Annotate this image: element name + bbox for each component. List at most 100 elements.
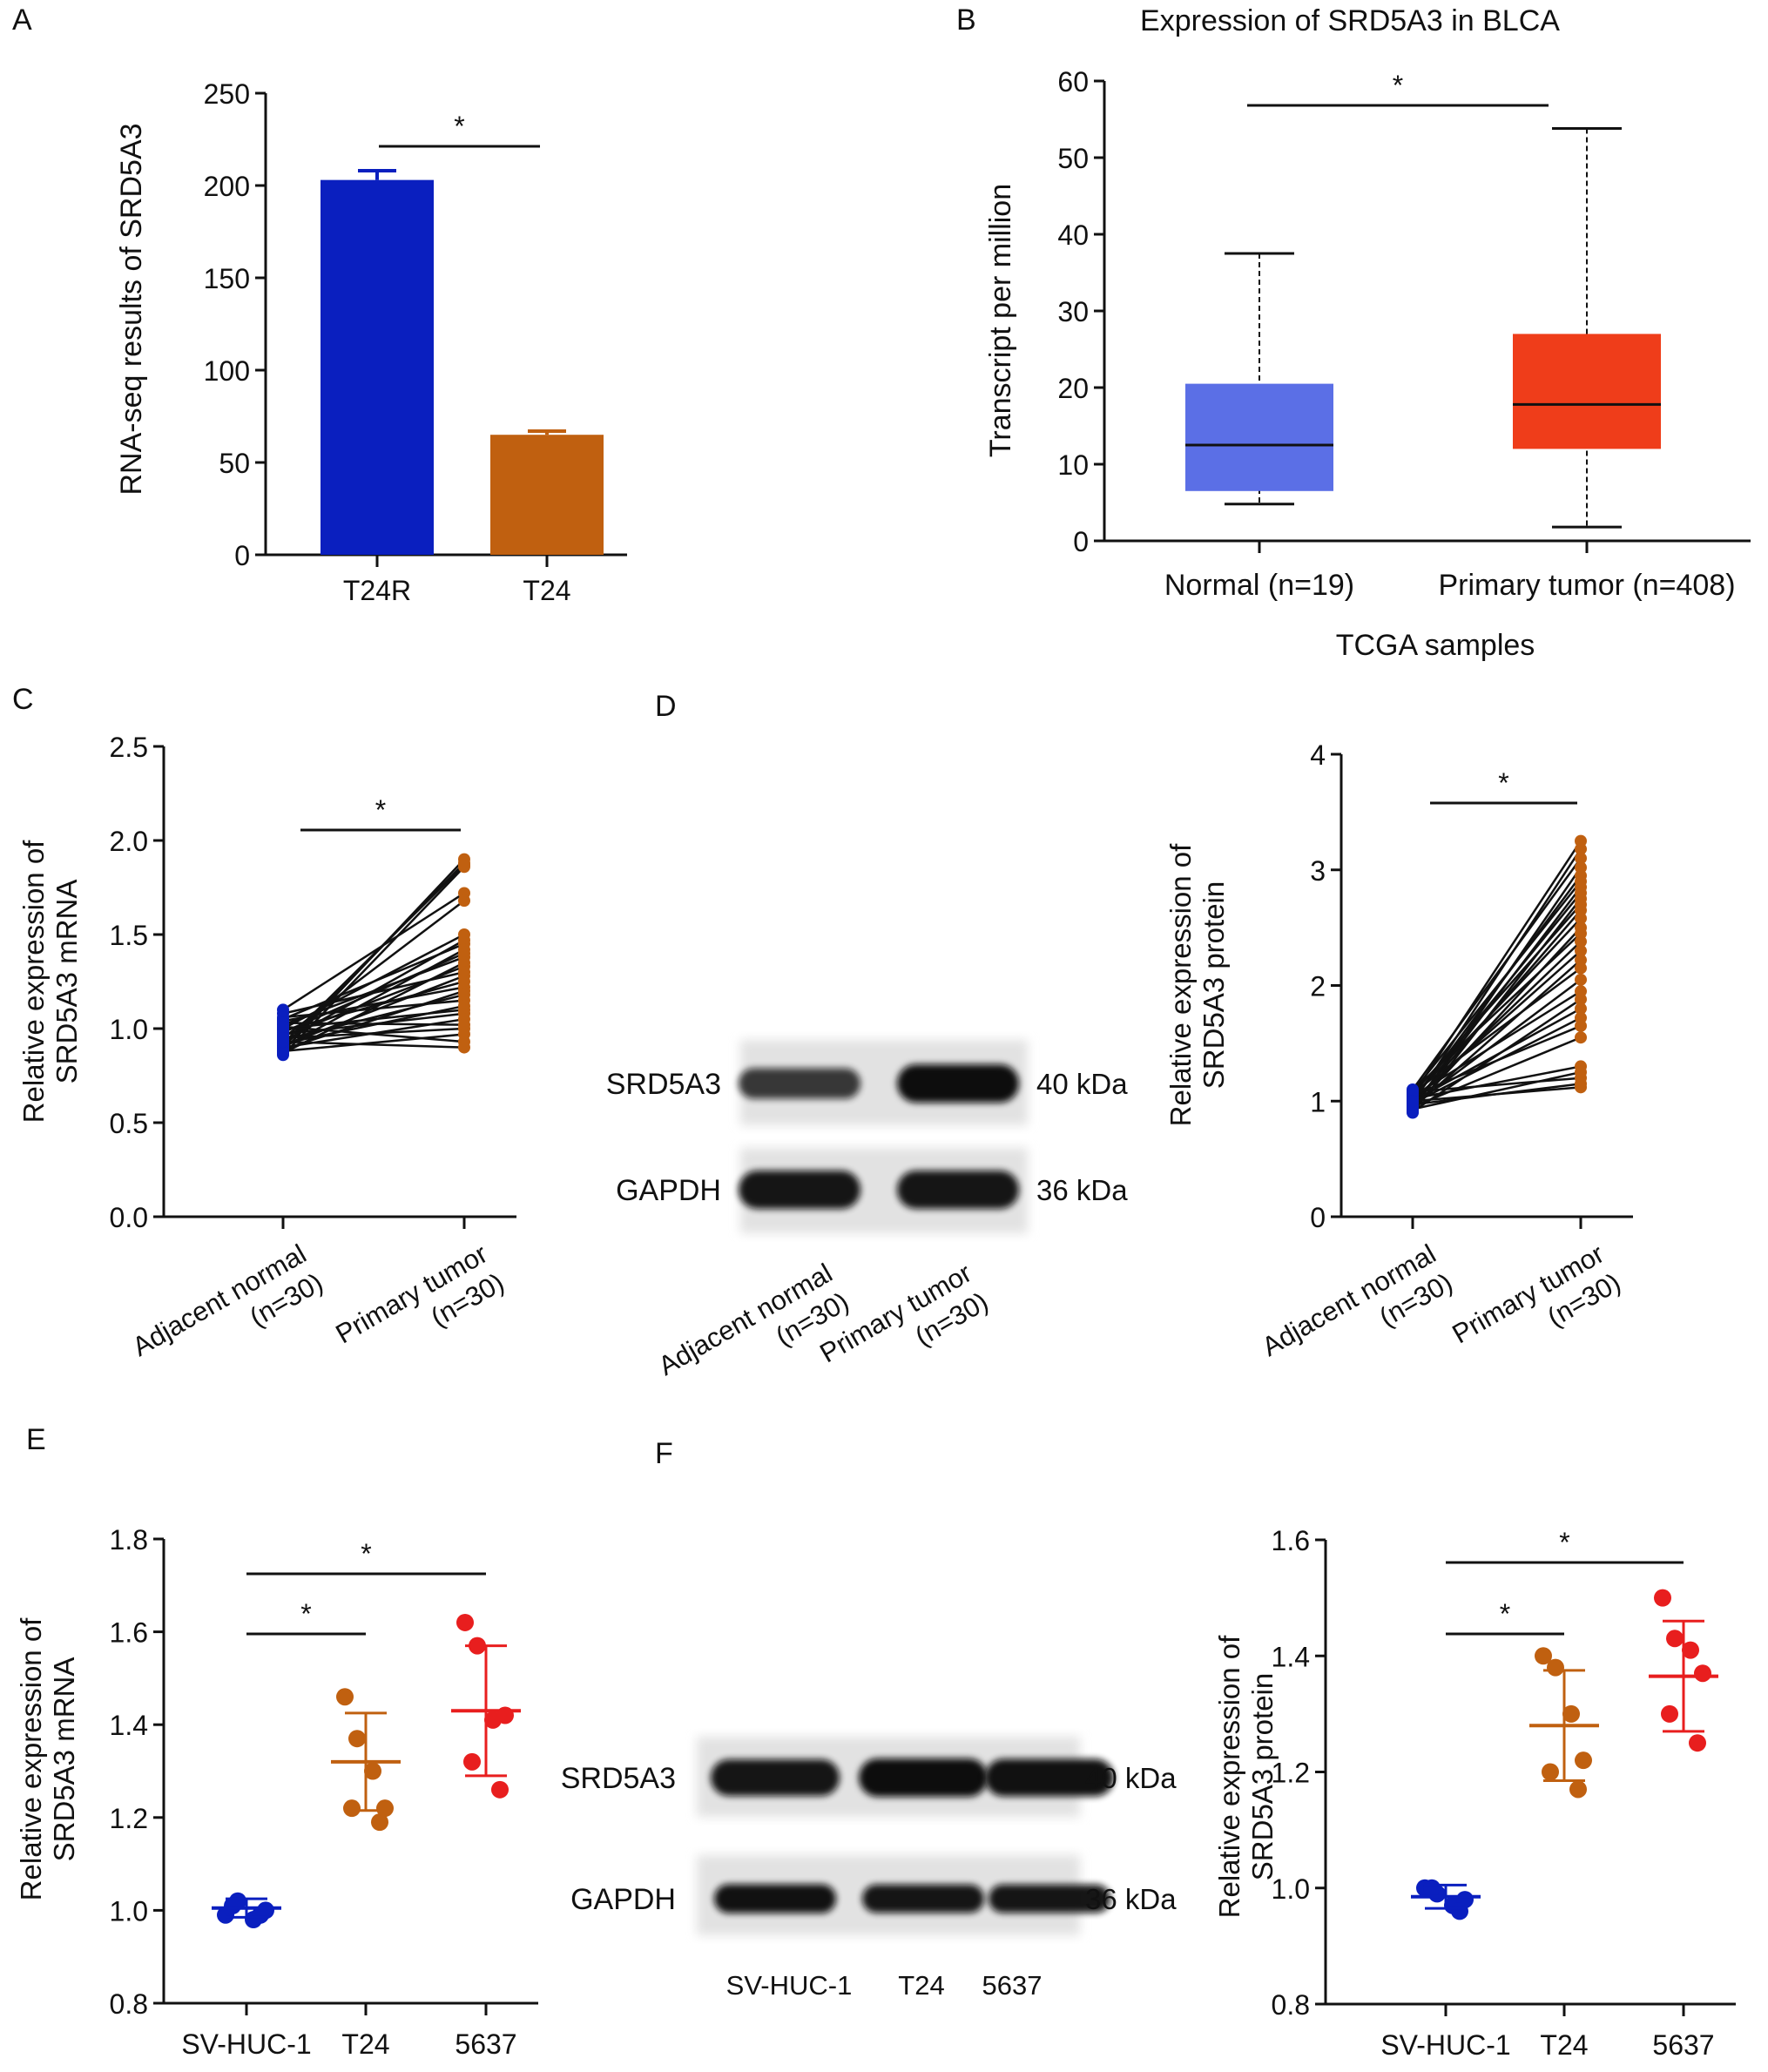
- chart-d-pair-line: [1412, 917, 1582, 1099]
- chart-e-point-sv-huc-1: [252, 1906, 269, 1924]
- chart-e-point-t24: [364, 1762, 381, 1780]
- blot-d-band-label: GAPDH: [616, 1174, 721, 1207]
- chart-f-point-5637: [1694, 1664, 1711, 1683]
- chart-a-y-tick-label: 0: [234, 540, 250, 571]
- chart-c-significance-star: *: [375, 794, 386, 826]
- blot-d-lane-label: Primary tumor(n=30): [814, 1258, 993, 1398]
- chart-c-y-tick-label: 1.5: [110, 920, 148, 951]
- chart-f-y-tick-label: 1.0: [1272, 1873, 1310, 1905]
- chart-f-significance-star: *: [1559, 1527, 1569, 1558]
- chart-c-x-tick-label: Primary tumor(n=30): [330, 1238, 509, 1379]
- blot-f-band: [711, 1758, 840, 1797]
- chart-c-pair-line: [282, 975, 465, 1047]
- chart-d-pair-line: [1412, 967, 1582, 1094]
- chart-f-point-5637: [1682, 1641, 1699, 1659]
- chart-c-point-tumor: [458, 1041, 470, 1054]
- chart-a-bar-t24r: [321, 179, 434, 555]
- chart-c-point-tumor: [458, 894, 470, 908]
- chart-d-point-tumor: [1575, 1081, 1587, 1094]
- blot-f-band: [714, 1884, 836, 1913]
- chart-f-point-t24: [1575, 1751, 1592, 1770]
- chart-d-point-tumor: [1575, 935, 1587, 948]
- chart-b-box: Expression of SRD5A3 in BLCA Transcript …: [984, 4, 1751, 662]
- chart-f-x-tick-label: T24: [1540, 2029, 1588, 2061]
- chart-c-point-normal: [277, 1044, 289, 1057]
- chart-d-y-tick-label: 0: [1310, 1202, 1326, 1233]
- blot-f-lane-label: T24: [898, 1970, 944, 2001]
- chart-f-point-t24: [1547, 1658, 1564, 1677]
- blot-d-band: [739, 1068, 860, 1099]
- chart-c-point-normal: [277, 1020, 289, 1033]
- chart-d-pair-line: [1412, 898, 1582, 1114]
- chart-e-y-tick-label: 0.8: [110, 1988, 148, 2020]
- chart-d-pair-line: [1412, 1036, 1582, 1109]
- chart-d-point-tumor: [1575, 1002, 1587, 1016]
- blot-f-band: [862, 1884, 984, 1913]
- chart-c-ylabel: Relative expression ofSRD5A3 mRNA: [17, 840, 83, 1123]
- western-blot-d: SRD5A3 40 kDa GAPDH 36 kDa Adjacent normal(n…: [606, 1040, 1128, 1398]
- chart-e-point-t24: [336, 1688, 354, 1706]
- blot-d-kda-label: 40 kDa: [1036, 1068, 1128, 1100]
- chart-d-pair-line: [1412, 1076, 1582, 1093]
- chart-e-x-tick-label: SV-HUC-1: [181, 2028, 311, 2060]
- blot-f-kda-label: 36 kDa: [1085, 1883, 1177, 1915]
- chart-a-y-tick-label: 200: [204, 171, 250, 202]
- chart-d-point-tumor: [1575, 1031, 1587, 1044]
- chart-d-pair-line: [1412, 1007, 1582, 1103]
- blot-d-band: [739, 1171, 860, 1209]
- chart-b-y-tick-label: 40: [1057, 219, 1089, 251]
- chart-c-point-normal: [277, 1036, 289, 1049]
- chart-f-ylabel-text: Relative expression ofSRD5A3 protein: [1213, 1635, 1279, 1918]
- chart-c-pair-line: [282, 1040, 465, 1049]
- chart-e-ylabel-text: Relative expression ofSRD5A3 mRNA: [15, 1617, 80, 1900]
- chart-c-point-tumor: [458, 861, 470, 874]
- chart-d-pair-line: [1412, 903, 1582, 1096]
- western-blot-f: SRD5A3 40 kDa GAPDH 36 kDa SV-HUC-1 T24 5637: [561, 1737, 1177, 2001]
- chart-c-pair-line: [282, 892, 465, 1011]
- chart-e-point-t24: [371, 1813, 388, 1832]
- chart-d-y-tick-label: 4: [1310, 739, 1326, 771]
- chart-f-y-tick-label: 1.4: [1272, 1641, 1310, 1672]
- chart-b-y-tick-label: 0: [1073, 526, 1089, 557]
- chart-d-pair-line: [1412, 881, 1582, 1093]
- chart-c-pair-line: [282, 1025, 465, 1043]
- blot-f-band: [989, 1884, 1110, 1913]
- panel-letter-f: F: [655, 1437, 673, 1470]
- chart-d-pair-line: [1412, 1070, 1582, 1110]
- chart-e-point-t24: [348, 1730, 366, 1748]
- chart-a-y-tick-label: 250: [204, 78, 250, 110]
- chart-f-y-tick-label: 0.8: [1272, 1989, 1310, 2021]
- chart-d-pair-line: [1411, 857, 1582, 1090]
- chart-e-point-5637: [463, 1752, 481, 1771]
- chart-a-significance-star: *: [454, 111, 464, 142]
- chart-e-point-t24: [343, 1799, 361, 1818]
- chart-e-point-t24: [376, 1799, 394, 1818]
- chart-d-x-tick-label: Adjacent normal(n=30): [1257, 1238, 1458, 1391]
- chart-c-ylabel-text: Relative expression ofSRD5A3 mRNA: [17, 840, 83, 1123]
- blot-f-lane-label: SV-HUC-1: [726, 1970, 853, 2001]
- chart-c-paired: Relative expression ofSRD5A3 mRNA 0.0 0.5…: [17, 732, 516, 1379]
- blot-f-band-label: GAPDH: [570, 1883, 676, 1916]
- blot-f-band: [985, 1758, 1114, 1797]
- chart-e-y-tick-label: 1.8: [110, 1524, 148, 1556]
- chart-b-xlabel: TCGA samples: [1336, 629, 1535, 662]
- chart-d-pair-line: [1412, 932, 1582, 1092]
- blot-d-band: [897, 1171, 1019, 1209]
- chart-d-y-tick-label: 1: [1310, 1086, 1326, 1117]
- chart-f-y-tick-label: 1.2: [1272, 1758, 1310, 1789]
- chart-c-pair-line: [282, 970, 465, 1015]
- chart-b-y-tick-label: 60: [1057, 66, 1089, 98]
- chart-d-point-tumor: [1575, 912, 1587, 925]
- chart-f-point-t24: [1562, 1704, 1580, 1723]
- chart-d-point-tumor: [1575, 1019, 1587, 1032]
- chart-d-pair-line: [1412, 949, 1582, 1101]
- blot-f-kda-label: 40 kDa: [1085, 1762, 1177, 1794]
- chart-e-point-sv-huc-1: [224, 1897, 241, 1915]
- chart-d-ylabel-text: Relative expression ofSRD5A3 protein: [1164, 843, 1230, 1126]
- chart-d-pair-line: [1412, 1065, 1582, 1100]
- chart-a-y-tick-label: 150: [204, 263, 250, 294]
- chart-c-pair-line: [282, 1033, 465, 1053]
- chart-e-y-tick-label: 1.6: [110, 1617, 148, 1649]
- chart-d-point-tumor: [1575, 842, 1587, 855]
